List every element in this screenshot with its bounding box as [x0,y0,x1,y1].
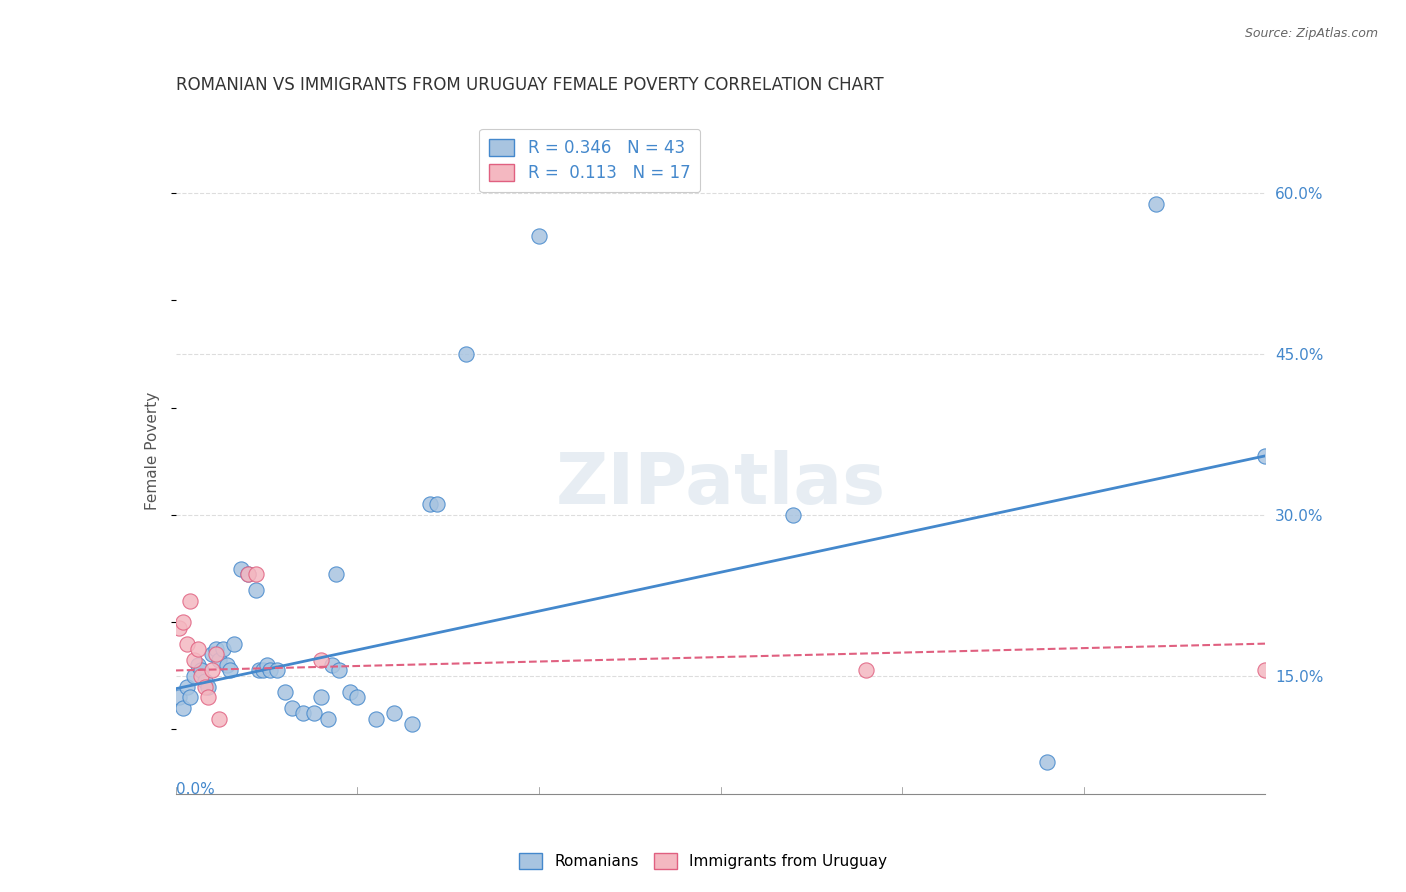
Point [1254,664,1277,678]
Point [183,653,205,667]
Text: ZIPatlas: ZIPatlas [555,450,886,519]
Point [382,706,405,721]
Point [176,637,198,651]
Point [194,674,217,689]
Point [179,593,201,607]
Text: 0.0%: 0.0% [176,782,215,797]
Point [169,690,191,705]
Point [302,706,325,721]
Point [176,680,198,694]
Point [212,642,235,657]
Point [197,680,219,694]
Point [309,690,332,705]
Point [855,664,877,678]
Point [231,561,253,575]
Point [197,690,219,705]
Text: Source: ZipAtlas.com: Source: ZipAtlas.com [1244,27,1378,40]
Legend: R = 0.346   N = 43, R =  0.113   N = 17: R = 0.346 N = 43, R = 0.113 N = 17 [479,129,700,192]
Point [309,653,332,667]
Point [215,658,238,673]
Point [364,712,387,726]
Point [201,648,224,662]
Point [1254,449,1277,463]
Point [190,669,212,683]
Point [782,508,804,522]
Point [247,664,270,678]
Text: ROMANIAN VS IMMIGRANTS FROM URUGUAY FEMALE POVERTY CORRELATION CHART: ROMANIAN VS IMMIGRANTS FROM URUGUAY FEMA… [176,77,883,95]
Point [190,664,212,678]
Point [321,658,343,673]
Point [1146,196,1168,211]
Point [222,637,245,651]
Point [238,566,260,581]
Point [1036,755,1059,769]
Point [456,347,478,361]
Point [245,582,267,597]
Point [183,669,205,683]
Point [527,228,550,243]
Point [204,648,226,662]
Legend: Romanians, Immigrants from Uruguay: Romanians, Immigrants from Uruguay [513,847,893,875]
Point [186,642,209,657]
Point [328,664,350,678]
Point [339,685,361,699]
Point [208,653,231,667]
Point [186,658,209,673]
Point [172,615,194,630]
Point [204,642,226,657]
Point [219,664,242,678]
Point [346,690,368,705]
Point [245,566,267,581]
Point [259,664,281,678]
Point [325,566,347,581]
Point [169,621,191,635]
Point [179,690,201,705]
Point [256,658,278,673]
Y-axis label: Female Poverty: Female Poverty [145,392,160,509]
Point [401,717,423,731]
Point [291,706,314,721]
Point [252,664,274,678]
Point [201,664,224,678]
Point [172,701,194,715]
Point [208,712,231,726]
Point [274,685,297,699]
Point [426,497,449,511]
Point [266,664,288,678]
Point [419,497,441,511]
Point [238,566,260,581]
Point [318,712,340,726]
Point [194,680,217,694]
Point [281,701,304,715]
